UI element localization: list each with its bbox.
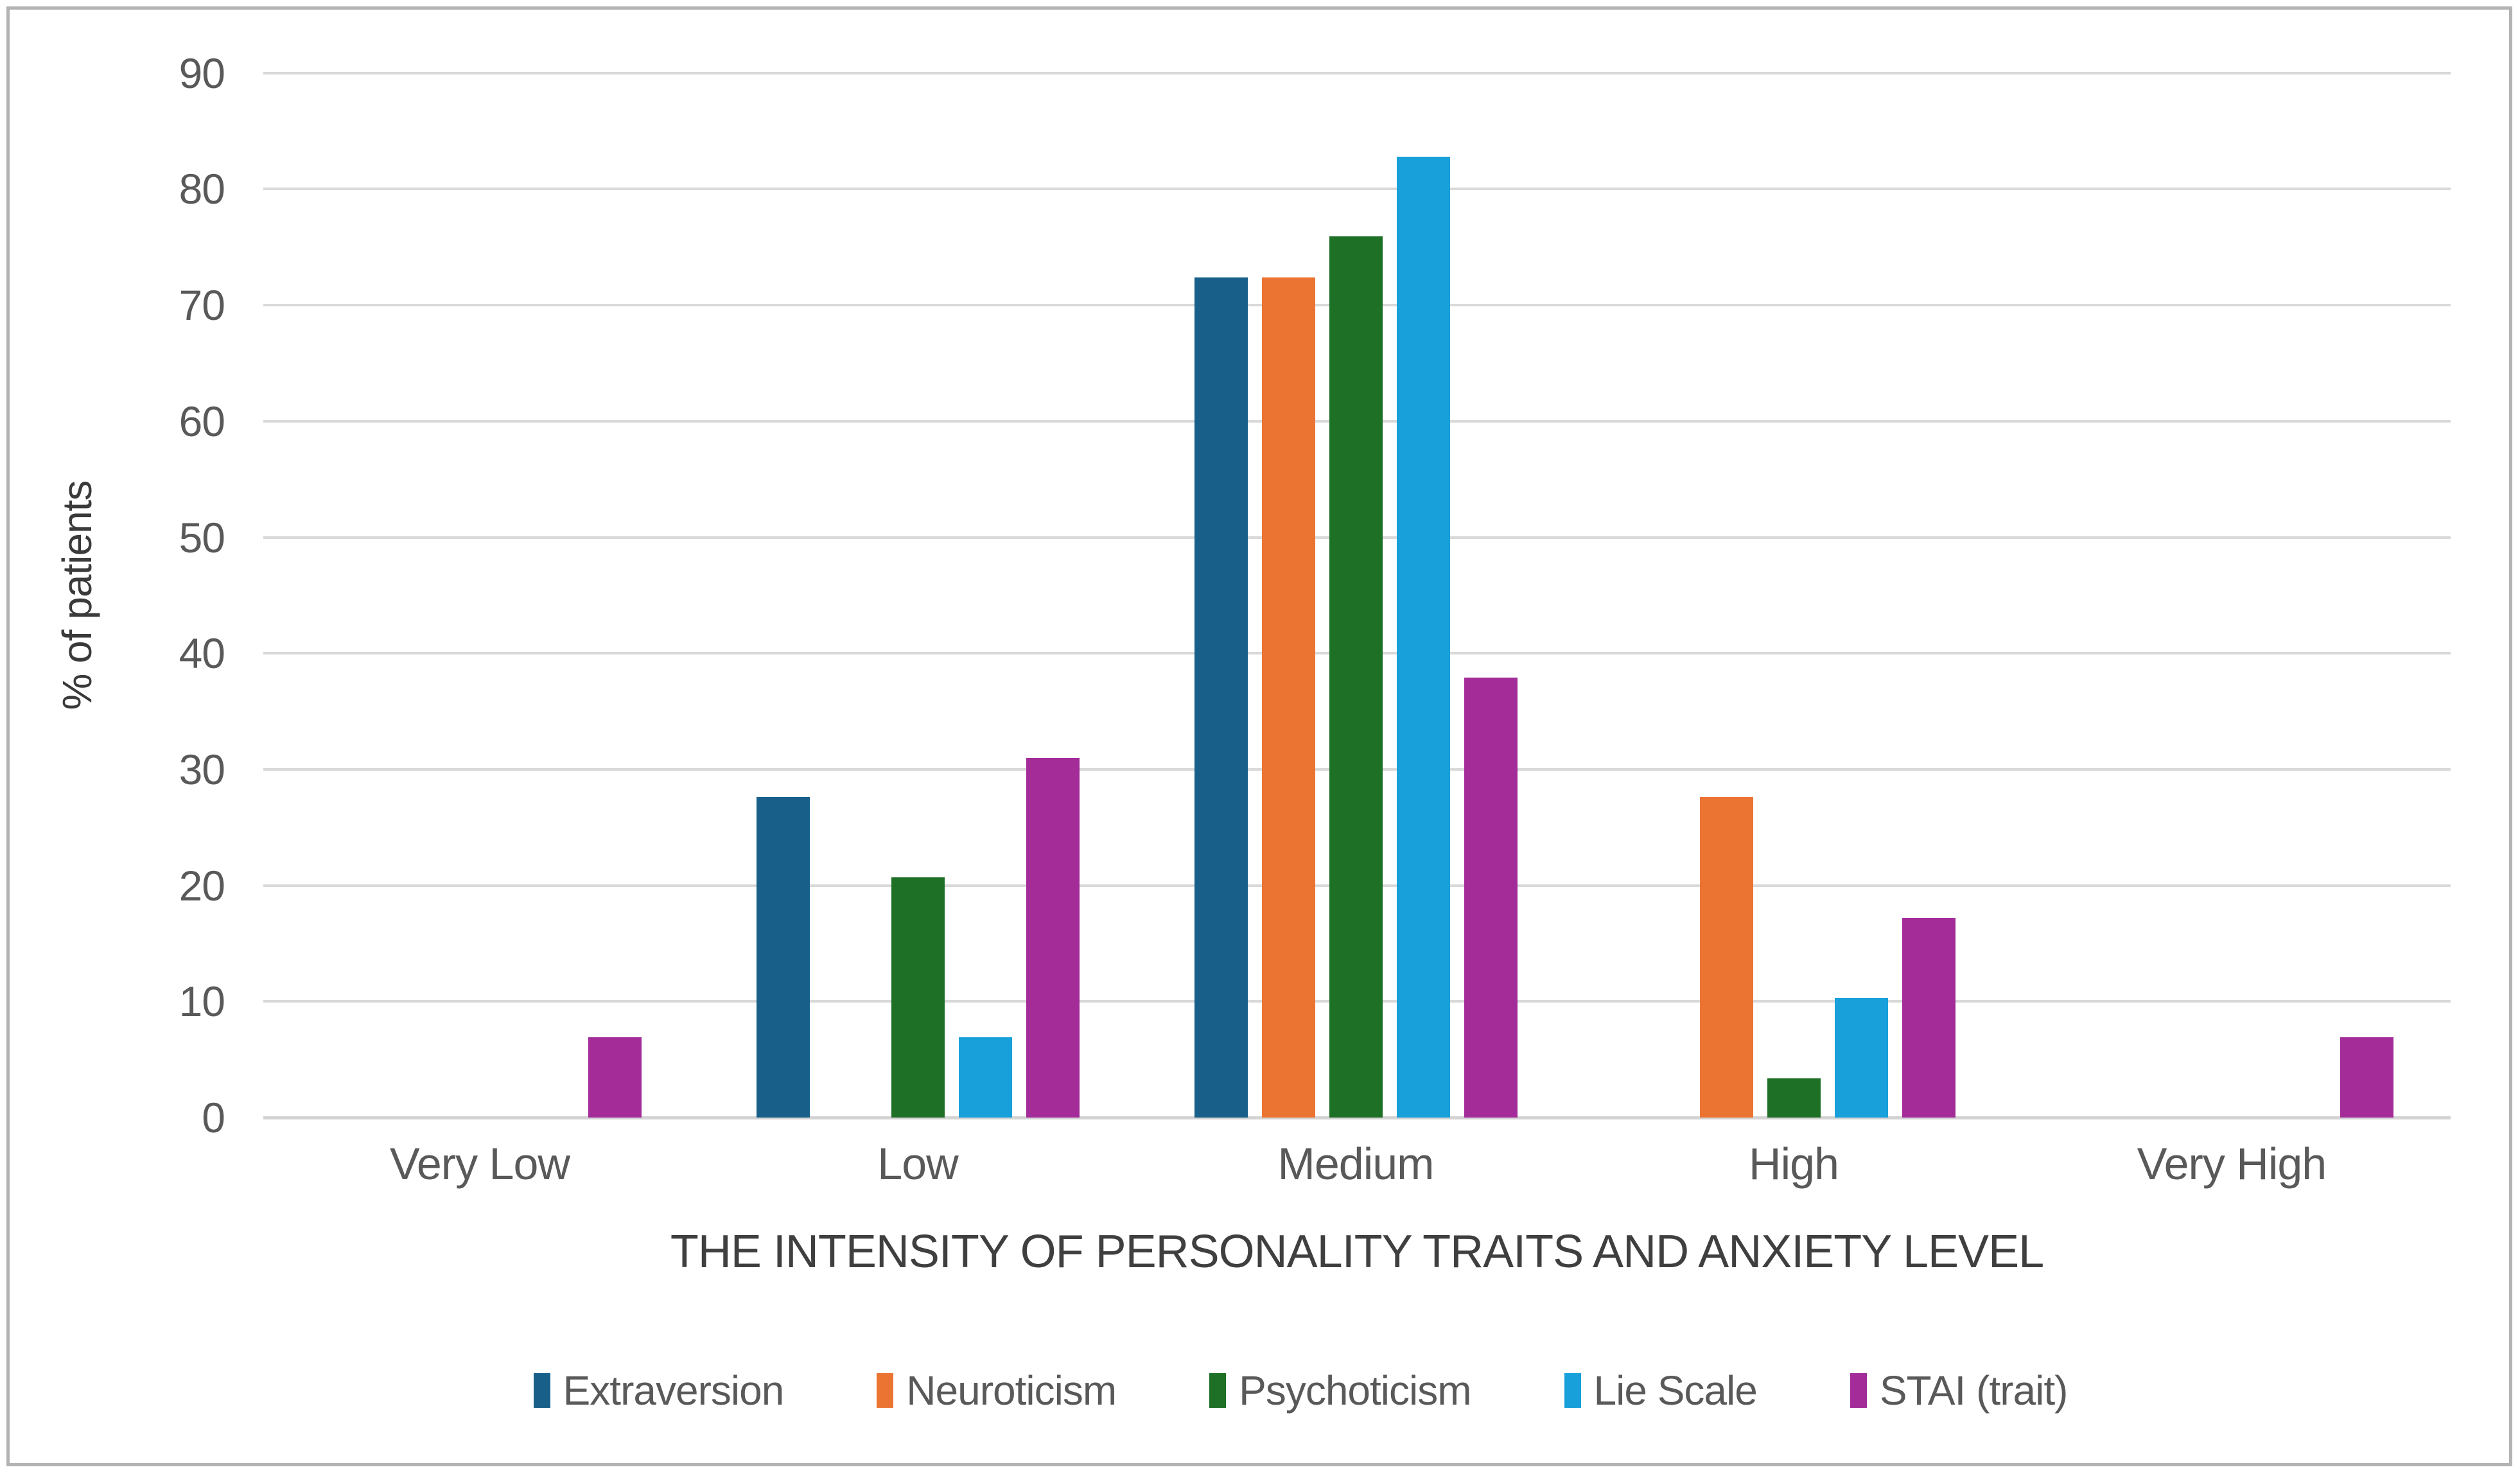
x-axis-label-low: Low	[877, 1139, 958, 1189]
gridline-0	[263, 1116, 2451, 1119]
x-axis-title: THE INTENSITY OF PERSONALITY TRAITS AND …	[670, 1226, 2044, 1277]
bar-neuroticism-medium	[1261, 277, 1315, 1118]
y-tick-label-70: 70	[179, 281, 225, 329]
legend-label-neuroticism: Neuroticism	[906, 1367, 1117, 1414]
bar-psychoticism-high	[1767, 1078, 1821, 1118]
legend-item-neuroticism: Neuroticism	[877, 1367, 1117, 1414]
legend-swatch-neuroticism	[877, 1373, 894, 1408]
bar-stai-trait-low	[1026, 757, 1080, 1118]
bar-extraversion-medium	[1194, 277, 1248, 1118]
x-axis-label-medium: Medium	[1277, 1139, 1435, 1189]
legend-item-lie-scale: Lie Scale	[1564, 1367, 1758, 1414]
y-axis-title: % of patients	[54, 480, 100, 710]
bar-stai-trait-very-low	[588, 1037, 642, 1118]
y-tick-label-80: 80	[179, 165, 225, 213]
x-axis-label-very-low: Very Low	[390, 1139, 570, 1189]
bar-stai-trait-high	[1902, 918, 1956, 1118]
bar-stai-trait-medium	[1464, 678, 1518, 1118]
bar-lie-scale-high	[1834, 997, 1888, 1118]
legend-label-lie-scale: Lie Scale	[1593, 1367, 1758, 1414]
legend-item-psychoticism: Psychoticism	[1209, 1367, 1472, 1414]
bar-stai-trait-very-high	[2340, 1037, 2393, 1118]
x-axis-label-high: High	[1749, 1139, 1839, 1189]
gridline-90	[263, 71, 2451, 75]
y-tick-label-60: 60	[179, 397, 225, 445]
legend-swatch-psychoticism	[1209, 1373, 1227, 1408]
legend-label-stai-trait: STAI (trait)	[1879, 1367, 2069, 1414]
bar-lie-scale-medium	[1396, 156, 1450, 1118]
y-tick-label-90: 90	[179, 49, 225, 97]
y-tick-label-20: 20	[179, 861, 225, 909]
legend-item-stai-trait: STAI (trait)	[1850, 1367, 2068, 1414]
y-tick-label-10: 10	[179, 978, 225, 1026]
legend-label-psychoticism: Psychoticism	[1239, 1367, 1471, 1414]
bar-neuroticism-high	[1699, 797, 1753, 1118]
y-tick-label-50: 50	[179, 513, 225, 561]
legend-label-extraversion: Extraversion	[563, 1367, 785, 1414]
bar-lie-scale-low	[958, 1037, 1012, 1118]
legend-swatch-lie-scale	[1564, 1373, 1581, 1408]
bar-extraversion-low	[756, 797, 810, 1118]
bar-psychoticism-low	[891, 877, 945, 1118]
bar-psychoticism-medium	[1329, 236, 1383, 1118]
x-axis-label-very-high: Very High	[2137, 1139, 2327, 1189]
y-tick-label-0: 0	[202, 1094, 225, 1141]
legend-swatch-extraversion	[533, 1373, 550, 1408]
legend-swatch-stai-trait	[1850, 1373, 1867, 1408]
y-tick-label-30: 30	[179, 745, 225, 793]
gridline-80	[263, 188, 2451, 191]
chart-outer-border	[6, 6, 2512, 1466]
legend-item-extraversion: Extraversion	[533, 1367, 785, 1414]
y-tick-label-40: 40	[179, 629, 225, 678]
legend: Extraversion Neuroticism Psychoticism Lie S…	[161, 1367, 2440, 1414]
